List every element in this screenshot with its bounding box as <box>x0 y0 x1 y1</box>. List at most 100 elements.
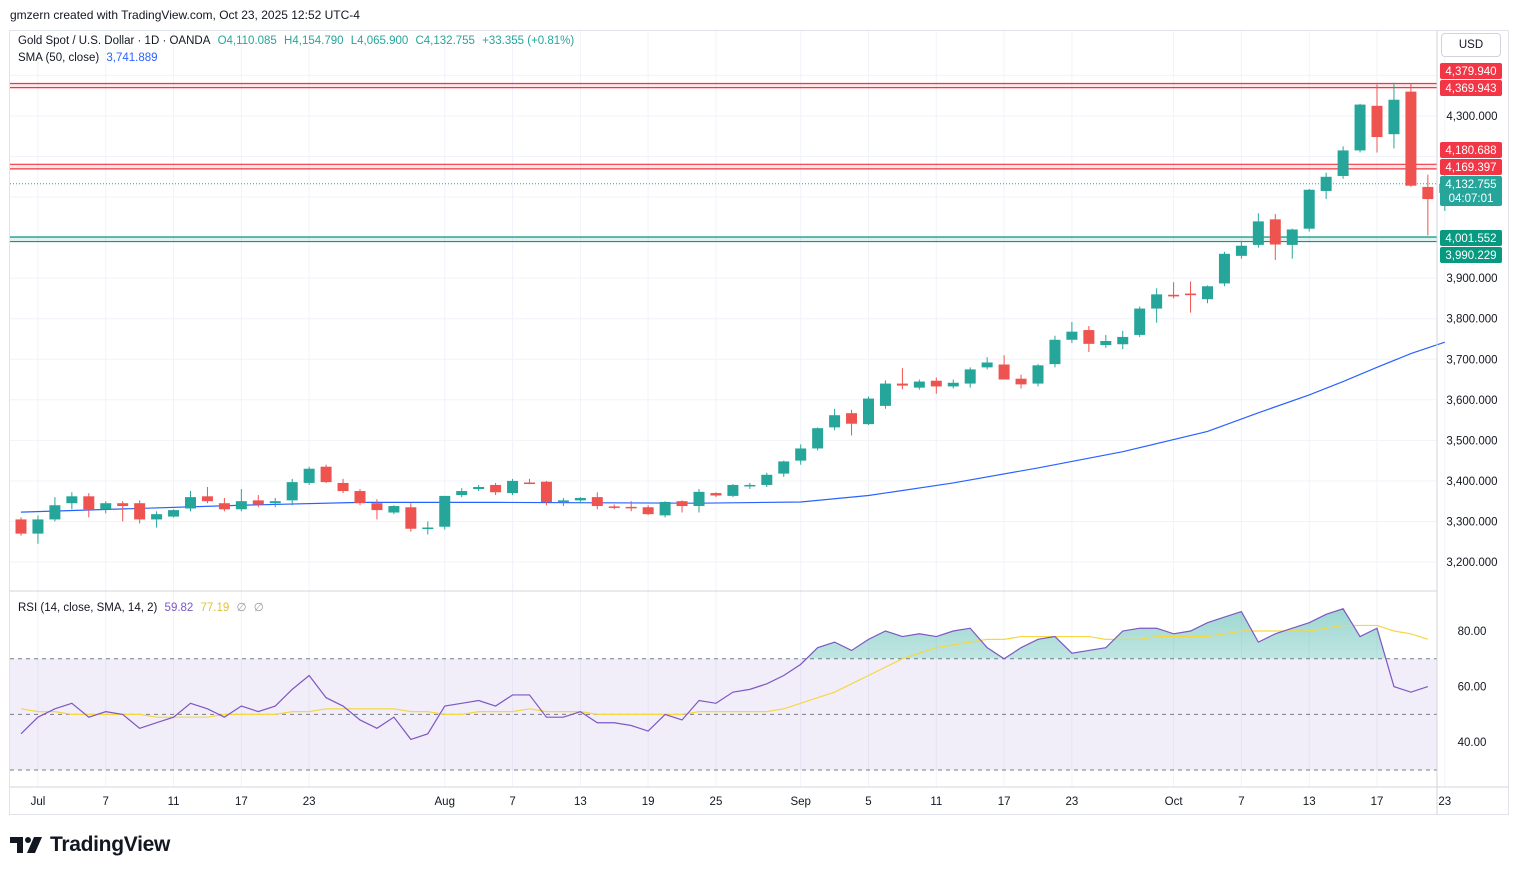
time-tick-label: 11 <box>930 796 942 808</box>
level-label-r2: 4,369.943 <box>1445 83 1496 95</box>
level-label-s1-bg <box>1440 230 1502 246</box>
candle-body <box>320 466 332 483</box>
legend-change: +33.355 (+0.81%) <box>482 35 575 47</box>
candle-body <box>388 506 400 513</box>
level-label-s2-bg <box>1440 247 1502 263</box>
candle-body <box>608 506 620 508</box>
candle-body <box>761 474 773 485</box>
horizontal-levels[interactable] <box>10 82 1437 243</box>
candle-body <box>185 497 196 509</box>
rsi-line <box>20 608 1429 741</box>
price-tick-label: 4,300.000 <box>1446 111 1497 123</box>
sma-legend-value: 3,741.889 <box>106 52 158 64</box>
last-price-label: 4,132.755 <box>1445 179 1496 191</box>
candle-body <box>812 428 824 449</box>
candle-body <box>1337 150 1349 176</box>
candle-body <box>371 503 383 511</box>
time-tick-label: 7 <box>1238 796 1244 808</box>
price-tick-label: 3,600.000 <box>1446 395 1497 407</box>
rsi-tick-label: 80.00 <box>1458 626 1487 638</box>
chart-frame <box>9 30 1509 815</box>
candle-body <box>1269 219 1281 245</box>
rsi-ma-line <box>20 624 1429 718</box>
candle-body <box>490 484 502 493</box>
candle-body <box>1083 330 1095 344</box>
level-label-r1-bg <box>1440 63 1502 79</box>
level-label-r2-bg <box>1440 80 1502 96</box>
candle-body <box>151 514 163 520</box>
candle-body <box>1015 378 1027 385</box>
candle-body <box>134 503 146 520</box>
candle-body <box>117 503 129 507</box>
candle-body <box>930 380 942 387</box>
candle-body <box>1286 229 1298 245</box>
candle-body <box>1252 221 1264 245</box>
rsi-ma-legend-value: 77.19 <box>200 602 230 614</box>
candle-body <box>286 482 298 501</box>
rsi-lines-group <box>20 608 1429 741</box>
time-tick-label: Aug <box>435 796 455 808</box>
time-tick-label: 7 <box>103 796 109 808</box>
level-band <box>10 83 1437 88</box>
candle-body <box>507 480 519 494</box>
candle-body <box>879 383 891 406</box>
candle-body <box>744 484 756 487</box>
rsi-legend-extra1: ∅ <box>236 602 247 614</box>
candle-body <box>540 481 552 502</box>
candle-body <box>795 448 807 461</box>
candle-body <box>100 503 112 510</box>
candle-body <box>83 496 95 510</box>
price-tick-label: 3,900.000 <box>1446 273 1497 285</box>
level-label-r1: 4,379.940 <box>1445 66 1496 78</box>
grid-lines <box>10 31 1446 787</box>
candle-body <box>829 415 841 428</box>
price-axis-labels: 4,379.940 4,369.943 4,180.688 4,169.397 4,13… <box>1440 63 1502 263</box>
candle-body <box>439 495 451 527</box>
level-label-r3: 4,180.688 <box>1445 145 1496 157</box>
candle-body <box>1422 186 1434 200</box>
sma-line-group <box>20 341 1445 513</box>
level-label-s2: 3,990.229 <box>1445 250 1496 262</box>
candle-body <box>778 461 790 474</box>
candle-body <box>1117 336 1129 345</box>
rsi-tick-label: 40.00 <box>1458 737 1487 749</box>
level-label-r4: 4,169.397 <box>1445 162 1496 174</box>
candle-body <box>676 501 688 507</box>
candles-group <box>15 82 1451 544</box>
candle-body <box>1371 105 1383 138</box>
candle-body <box>998 364 1010 380</box>
candle-body <box>1168 294 1180 297</box>
tradingview-logo-text: TradingView <box>50 833 171 856</box>
price-tick-label: 3,800.000 <box>1446 314 1497 326</box>
candle-body <box>1218 253 1230 284</box>
candle-body <box>168 510 180 517</box>
candle-body <box>456 491 468 496</box>
time-tick-label: 23 <box>303 796 316 808</box>
main-legend: Gold Spot / U.S. Dollar · 1D · OANDA O4,… <box>18 35 578 47</box>
candle-body <box>947 382 959 387</box>
candle-body <box>1100 341 1112 346</box>
candle-body <box>710 493 722 496</box>
attribution-text: gmzern created with TradingView.com, Oct… <box>10 8 360 22</box>
candle-body <box>303 468 315 483</box>
candle-body <box>49 505 61 520</box>
time-tick-label: 7 <box>509 796 515 808</box>
candle-body <box>1388 99 1400 135</box>
sma-legend-label: SMA (50, close) <box>18 52 100 64</box>
candle-body <box>1303 189 1315 229</box>
candle-body <box>863 398 874 425</box>
candle-body <box>557 500 569 502</box>
candle-body <box>913 381 925 388</box>
candle-body <box>693 491 705 507</box>
legend-open: O4,110.085 <box>217 35 277 47</box>
time-tick-label: 25 <box>710 796 723 808</box>
candle-body <box>727 484 739 496</box>
candle-body <box>218 503 230 510</box>
tradingview-logo[interactable]: TradingView <box>10 833 170 857</box>
candle-body <box>269 501 281 504</box>
time-tick-label: 17 <box>235 796 248 808</box>
sma-line <box>20 341 1445 513</box>
currency-button[interactable]: USD <box>1441 33 1501 57</box>
tradingview-logo-icon <box>10 837 42 853</box>
